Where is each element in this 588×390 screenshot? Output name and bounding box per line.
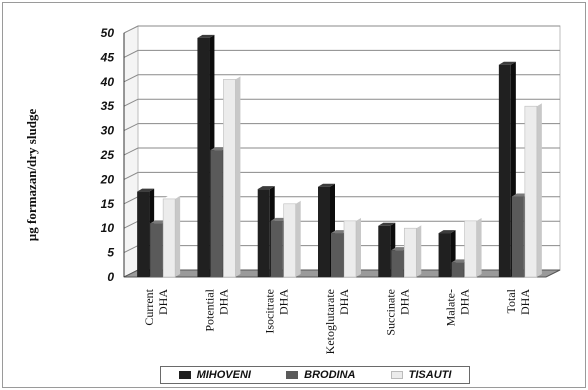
bar-front: [258, 189, 270, 277]
y-tick-label: 10: [101, 221, 115, 235]
bar-front: [512, 196, 524, 277]
bar-front: [525, 106, 537, 277]
bar-side: [175, 196, 180, 277]
y-tick-label: 5: [107, 246, 114, 260]
x-tick-label: DHA: [458, 289, 472, 315]
bar-front: [284, 204, 296, 277]
bar-front: [452, 262, 464, 277]
bar-front: [137, 192, 149, 277]
bar-side: [416, 225, 421, 277]
bar: [404, 225, 421, 277]
bar-front: [404, 228, 416, 277]
bar-front: [197, 38, 209, 277]
bar-front: [318, 187, 330, 277]
bar: [284, 201, 301, 277]
y-tick-label: 0: [107, 270, 114, 284]
bar-front: [210, 150, 222, 277]
x-tick-label: DHA: [277, 289, 291, 315]
bar-front: [331, 233, 343, 277]
bar: [344, 218, 361, 277]
bar-side: [537, 103, 542, 277]
y-tick-label: 40: [100, 75, 115, 89]
legend-swatch-brodina: [286, 371, 298, 379]
legend: MIHOVENI BRODINA TISAUTI: [160, 366, 470, 384]
legend-item-brodina: BRODINA: [286, 369, 355, 381]
bar-front: [271, 221, 283, 277]
bar-side: [235, 76, 240, 277]
y-tick-label: 30: [101, 124, 115, 138]
legend-item-mihoveni: MIHOVENI: [179, 369, 251, 381]
x-tick-label: DHA: [518, 289, 532, 315]
y-tick-label: 20: [100, 172, 115, 186]
bar-side: [477, 218, 482, 277]
x-tick-label: Current: [142, 288, 156, 325]
legend-item-tisauti: TISAUTI: [391, 369, 452, 381]
y-tick-label: 25: [100, 148, 115, 162]
y-tick-label: 35: [101, 99, 115, 113]
x-tick-label: Ketoglutarate: [323, 289, 337, 354]
legend-swatch-mihoveni: [179, 371, 191, 379]
bar: [163, 196, 180, 277]
bar-side: [356, 218, 361, 277]
legend-swatch-tisauti: [391, 371, 403, 379]
y-tick-label: 15: [101, 197, 115, 211]
bar: [465, 218, 482, 277]
bar-front: [150, 223, 162, 277]
bar-front: [439, 233, 451, 277]
y-tick-label: 45: [100, 50, 115, 64]
bar-side: [296, 201, 301, 277]
x-tick-label: DHA: [397, 289, 411, 315]
x-tick-label: Total: [504, 288, 518, 313]
x-tick-label: Succinate: [383, 289, 397, 336]
x-tick-label: DHA: [216, 289, 230, 315]
bar: [223, 76, 240, 277]
bar-front: [499, 65, 511, 277]
x-tick-label: Potential: [202, 288, 216, 331]
bar-front: [344, 221, 356, 277]
legend-label-tisauti: TISAUTI: [409, 369, 452, 381]
y-tick-label: 50: [101, 26, 115, 40]
x-tick-label: DHA: [156, 289, 170, 315]
bar: [525, 103, 542, 277]
bar-front: [465, 221, 477, 277]
bar-front: [163, 199, 175, 277]
x-tick-label: DHA: [337, 289, 351, 315]
legend-label-mihoveni: MIHOVENI: [197, 369, 251, 381]
x-tick-label: Isocitrate: [263, 289, 277, 334]
x-tick-label: Malate-: [444, 289, 458, 326]
bar-front: [378, 226, 390, 277]
bar-front: [223, 79, 235, 277]
legend-label-brodina: BRODINA: [304, 369, 355, 381]
bar-front: [391, 250, 403, 277]
